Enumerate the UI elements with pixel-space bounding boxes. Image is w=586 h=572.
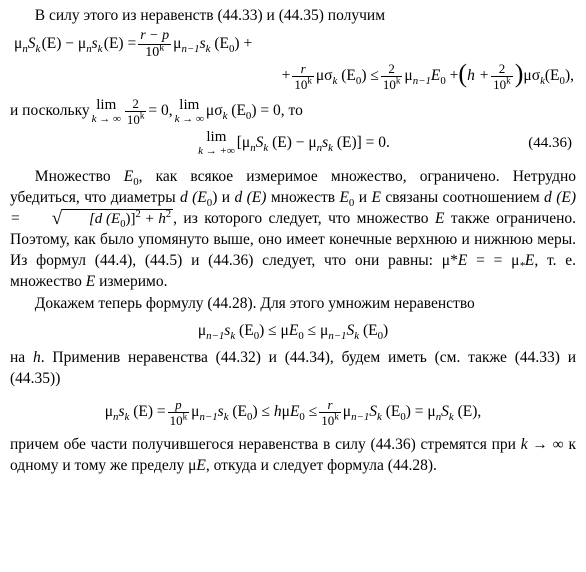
eq-text: μn−1Sk (E0) = μnSk (E), bbox=[343, 402, 482, 423]
equation-3: μn−1sk (E0) ≤ μE0 ≤ μn−1Sk (E0) bbox=[10, 321, 576, 342]
frac-p: p 10k bbox=[168, 398, 190, 427]
eq-text: μn−1E0 + bbox=[404, 66, 458, 87]
lim-2: limk → ∞ bbox=[175, 98, 204, 125]
para-2-inline: и поскольку limk → ∞ 2 10k = 0, limk → ∞… bbox=[10, 97, 576, 126]
frac-r: r 10k bbox=[292, 62, 314, 91]
eq-text: h + bbox=[467, 66, 489, 87]
equation-1b: + r 10k μσk (E0) ≤ 2 10k μn−1E0 + ( h + … bbox=[10, 62, 576, 91]
eq-text: μσk(E0), bbox=[523, 66, 574, 87]
para-3: Множество E0, как всякое измеримое множе… bbox=[10, 167, 576, 293]
lim-1: limk → ∞ bbox=[92, 98, 121, 125]
eq-text: μn−1sk (E0) ≤ μE0 ≤ μn−1Sk (E0) bbox=[198, 321, 388, 342]
equation-1a: μnSk (E) − μnsk (E) = r − p 10k μn−1sk (… bbox=[10, 29, 576, 60]
eq-text: μn−1sk (E0) + bbox=[173, 34, 252, 55]
eq-text: μnSk (E) − μnsk (E) = bbox=[14, 34, 136, 55]
text: μσk (E0) = 0, то bbox=[206, 101, 303, 122]
para-6: причем обе части получившегося неравенст… bbox=[10, 435, 576, 477]
eq-text: μn−1sk (E0) ≤ hμE0 ≤ bbox=[191, 402, 317, 423]
frac-r2: r 10k bbox=[319, 398, 341, 427]
equation-4: μnsk (E) = p 10k μn−1sk (E0) ≤ hμE0 ≤ r … bbox=[10, 398, 576, 427]
frac-2c: 2 10k bbox=[125, 97, 147, 126]
text: = 0, bbox=[148, 101, 172, 122]
frac-r-minus-p: r − p 10k bbox=[138, 29, 171, 60]
page: В силу этого из неравенств (44.33) и (44… bbox=[0, 0, 586, 487]
equation-number: (44.36) bbox=[528, 133, 572, 153]
eq-text: [μnSk (E) − μnsk (E)] = 0. bbox=[237, 133, 390, 154]
lim-3: limk → +∞ bbox=[198, 130, 235, 157]
para-4: Докажем теперь формулу (44.28). Для этог… bbox=[10, 294, 576, 315]
frac-2: 2 10k bbox=[381, 62, 403, 91]
eq-text: μσk (E0) ≤ bbox=[316, 66, 379, 87]
eq-text: μnsk (E) = bbox=[105, 402, 166, 423]
para-5: на h. Применив неравенства (44.32) и (44… bbox=[10, 348, 576, 390]
sqrt: √[d (E0)]2 + h2 bbox=[27, 209, 173, 229]
eq-text: + bbox=[282, 66, 291, 87]
equation-44-36: limk → +∞ [μnSk (E) − μnsk (E)] = 0. (44… bbox=[10, 130, 576, 157]
frac-2b: 2 10k bbox=[491, 62, 513, 91]
para-1: В силу этого из неравенств (44.33) и (44… bbox=[10, 6, 576, 27]
text: и поскольку bbox=[10, 101, 90, 122]
